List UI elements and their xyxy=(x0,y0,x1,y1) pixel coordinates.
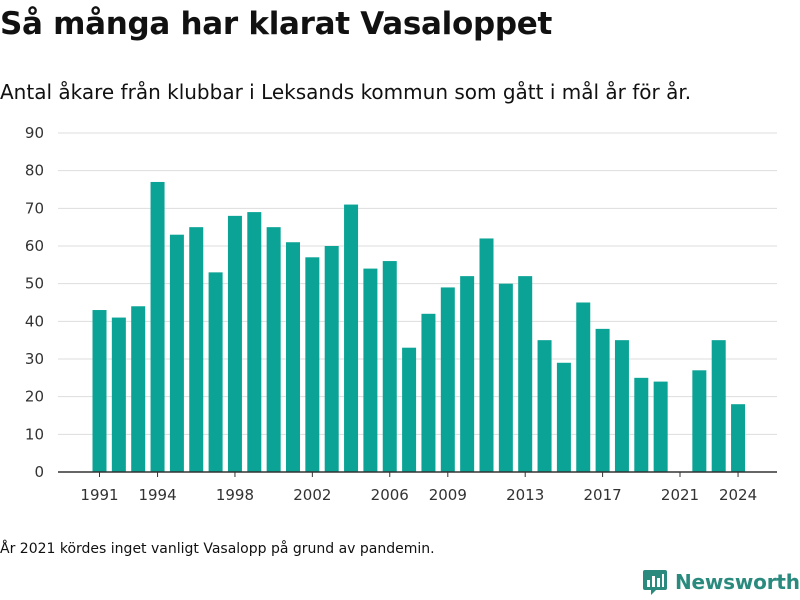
bar xyxy=(692,370,707,472)
x-tick-label: 1994 xyxy=(138,486,176,504)
x-tick-label: 2021 xyxy=(661,486,699,504)
bar xyxy=(324,246,339,472)
bar xyxy=(208,272,223,472)
bar xyxy=(556,362,571,472)
bar xyxy=(498,283,513,472)
footnote: År 2021 kördes inget vanligt Vasalopp på… xyxy=(0,541,435,557)
bar xyxy=(189,227,204,472)
bar xyxy=(595,328,610,472)
y-tick-label: 50 xyxy=(25,275,44,293)
bar xyxy=(421,313,436,472)
chart-subtitle: Antal åkare från klubbar i Leksands komm… xyxy=(0,80,692,104)
bar xyxy=(247,212,262,472)
bar-chart: 0 10 20 30 40 50 60 70 80 90 1991 1994 1998 2002 2006 2… xyxy=(25,124,777,504)
bar xyxy=(731,404,746,472)
brand-logo: Newsworthy xyxy=(642,568,800,596)
bar xyxy=(518,276,533,472)
bar xyxy=(653,381,668,472)
bar xyxy=(460,276,475,472)
bar xyxy=(286,242,300,472)
x-tick-label: 2013 xyxy=(506,486,544,504)
bar xyxy=(92,310,107,472)
bar xyxy=(614,340,629,472)
chart-title: Så många har klarat Vasaloppet xyxy=(0,6,553,42)
bar xyxy=(537,340,552,472)
x-tick-label: 2006 xyxy=(371,486,409,504)
bar xyxy=(440,287,455,472)
x-tick-label: 2024 xyxy=(719,486,757,504)
y-tick-label: 90 xyxy=(25,124,44,142)
bar xyxy=(131,306,146,472)
bar xyxy=(111,317,126,472)
bar xyxy=(382,261,397,472)
bar xyxy=(227,215,242,472)
bar xyxy=(634,377,649,472)
bar xyxy=(266,227,281,472)
bar xyxy=(479,238,494,472)
y-tick-label: 30 xyxy=(25,350,44,368)
x-tick-label: 2017 xyxy=(584,486,622,504)
bar xyxy=(169,234,184,472)
x-tick-label: 1998 xyxy=(216,486,254,504)
chart-logo-icon xyxy=(643,570,667,595)
bar xyxy=(150,181,165,472)
y-tick-label: 80 xyxy=(25,162,44,180)
x-tick-label: 2009 xyxy=(429,486,467,504)
x-tick-label: 1991 xyxy=(80,486,118,504)
bar xyxy=(305,257,320,472)
bar xyxy=(363,268,378,472)
y-tick-label: 70 xyxy=(25,199,44,217)
x-tick-label: 2002 xyxy=(293,486,331,504)
y-tick-label: 10 xyxy=(25,425,44,443)
bar xyxy=(576,302,591,472)
y-tick-label: 20 xyxy=(25,388,44,406)
bar xyxy=(711,340,726,472)
brand-name: Newsworthy xyxy=(675,570,800,594)
bar xyxy=(402,347,417,472)
y-tick-label: 60 xyxy=(25,237,44,255)
y-tick-label: 40 xyxy=(25,312,44,330)
bar xyxy=(344,204,359,473)
y-tick-label: 0 xyxy=(34,463,44,481)
